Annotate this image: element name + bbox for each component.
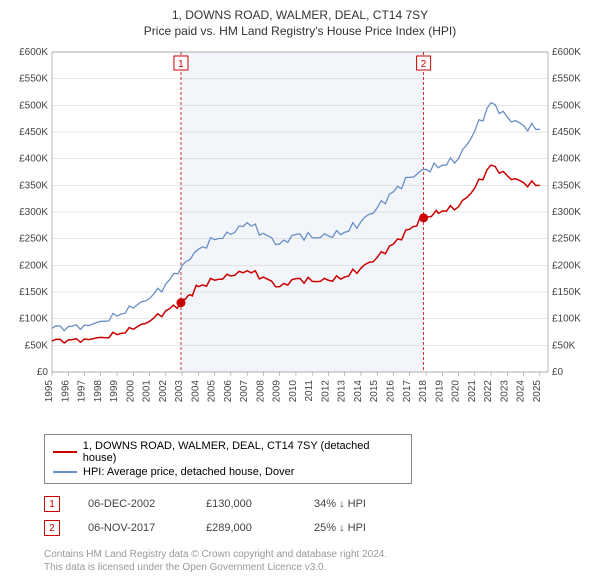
svg-text:£400K: £400K bbox=[552, 154, 581, 165]
transaction-date: 06-NOV-2017 bbox=[88, 522, 178, 534]
chart-plot-area: £0 £0 £50K £50K £100K £100K £150K £150K £200K £20… bbox=[12, 46, 588, 426]
svg-text:£150K: £150K bbox=[552, 287, 581, 298]
legend-label-property: 1, DOWNS ROAD, WALMER, DEAL, CT14 7SY (d… bbox=[83, 440, 403, 464]
svg-text:2005: 2005 bbox=[207, 380, 218, 403]
marker-box-2: 2 bbox=[44, 520, 60, 536]
svg-text:£200K: £200K bbox=[19, 260, 48, 271]
svg-text:£550K: £550K bbox=[19, 74, 48, 85]
svg-text:£0: £0 bbox=[552, 367, 564, 378]
svg-text:£350K: £350K bbox=[19, 180, 48, 191]
transaction-delta: 34% ↓ HPI bbox=[314, 498, 366, 510]
svg-text:1995: 1995 bbox=[44, 380, 55, 403]
svg-text:2023: 2023 bbox=[499, 380, 510, 403]
svg-text:2017: 2017 bbox=[402, 380, 413, 403]
svg-text:£500K: £500K bbox=[552, 100, 581, 111]
svg-text:2010: 2010 bbox=[288, 380, 299, 403]
svg-text:£200K: £200K bbox=[552, 260, 581, 271]
svg-text:1999: 1999 bbox=[109, 380, 120, 403]
svg-text:£100K: £100K bbox=[19, 314, 48, 325]
footer-line-1: Contains HM Land Registry data © Crown c… bbox=[44, 548, 588, 561]
svg-text:2024: 2024 bbox=[516, 380, 527, 403]
svg-text:2007: 2007 bbox=[239, 380, 250, 403]
svg-text:2018: 2018 bbox=[418, 380, 429, 403]
chart-subtitle: Price paid vs. HM Land Registry's House … bbox=[12, 24, 588, 38]
svg-text:£0: £0 bbox=[37, 367, 49, 378]
transaction-price: £289,000 bbox=[206, 522, 286, 534]
svg-text:2012: 2012 bbox=[320, 380, 331, 403]
svg-text:2000: 2000 bbox=[125, 380, 136, 403]
svg-text:£300K: £300K bbox=[19, 207, 48, 218]
chart-title: 1, DOWNS ROAD, WALMER, DEAL, CT14 7SY bbox=[12, 8, 588, 22]
svg-text:£500K: £500K bbox=[19, 100, 48, 111]
svg-text:£550K: £550K bbox=[552, 74, 581, 85]
svg-text:2015: 2015 bbox=[369, 380, 380, 403]
svg-text:1997: 1997 bbox=[77, 380, 88, 403]
svg-text:2011: 2011 bbox=[304, 380, 315, 402]
svg-text:2016: 2016 bbox=[386, 380, 397, 403]
svg-text:2025: 2025 bbox=[532, 380, 543, 403]
chart-container: 1, DOWNS ROAD, WALMER, DEAL, CT14 7SY Pr… bbox=[0, 0, 600, 582]
footer-attribution: Contains HM Land Registry data © Crown c… bbox=[44, 548, 588, 574]
transaction-row: 2 06-NOV-2017 £289,000 25% ↓ HPI bbox=[44, 516, 588, 540]
svg-text:2022: 2022 bbox=[483, 380, 494, 403]
transaction-price: £130,000 bbox=[206, 498, 286, 510]
svg-text:£350K: £350K bbox=[552, 180, 581, 191]
svg-text:£600K: £600K bbox=[19, 47, 48, 58]
svg-text:£250K: £250K bbox=[552, 234, 581, 245]
svg-text:£50K: £50K bbox=[552, 340, 576, 351]
legend-label-hpi: HPI: Average price, detached house, Dove… bbox=[83, 466, 294, 478]
svg-text:1: 1 bbox=[178, 59, 184, 70]
svg-text:£300K: £300K bbox=[552, 207, 581, 218]
svg-text:2004: 2004 bbox=[190, 380, 201, 403]
svg-text:2020: 2020 bbox=[451, 380, 462, 403]
svg-text:£600K: £600K bbox=[552, 47, 581, 58]
svg-text:£50K: £50K bbox=[25, 340, 49, 351]
svg-text:£400K: £400K bbox=[19, 154, 48, 165]
transaction-delta: 25% ↓ HPI bbox=[314, 522, 366, 534]
svg-text:£450K: £450K bbox=[552, 127, 581, 138]
svg-text:2: 2 bbox=[421, 59, 427, 70]
legend-swatch-hpi bbox=[53, 471, 77, 473]
svg-text:£250K: £250K bbox=[19, 234, 48, 245]
svg-text:£150K: £150K bbox=[19, 287, 48, 298]
svg-text:2002: 2002 bbox=[158, 380, 169, 403]
svg-text:2014: 2014 bbox=[353, 380, 364, 403]
svg-text:£100K: £100K bbox=[552, 314, 581, 325]
marker-box-1: 1 bbox=[44, 496, 60, 512]
svg-text:2009: 2009 bbox=[272, 380, 283, 403]
svg-text:2001: 2001 bbox=[142, 380, 153, 403]
svg-text:2006: 2006 bbox=[223, 380, 234, 403]
svg-text:2019: 2019 bbox=[434, 380, 445, 403]
transaction-date: 06-DEC-2002 bbox=[88, 498, 178, 510]
svg-text:2008: 2008 bbox=[255, 380, 266, 403]
svg-text:1996: 1996 bbox=[60, 380, 71, 403]
footer-line-2: This data is licensed under the Open Gov… bbox=[44, 561, 588, 574]
svg-text:2013: 2013 bbox=[337, 380, 348, 403]
transaction-row: 1 06-DEC-2002 £130,000 34% ↓ HPI bbox=[44, 492, 588, 516]
svg-text:2021: 2021 bbox=[467, 380, 478, 403]
svg-text:1998: 1998 bbox=[93, 380, 104, 403]
svg-text:£450K: £450K bbox=[19, 127, 48, 138]
legend-swatch-property bbox=[53, 451, 77, 453]
legend: 1, DOWNS ROAD, WALMER, DEAL, CT14 7SY (d… bbox=[44, 434, 412, 484]
chart-svg: £0 £0 £50K £50K £100K £100K £150K £150K £200K £20… bbox=[12, 46, 588, 426]
svg-text:2003: 2003 bbox=[174, 380, 185, 403]
transaction-table: 1 06-DEC-2002 £130,000 34% ↓ HPI 2 06-NO… bbox=[44, 492, 588, 540]
legend-item-property: 1, DOWNS ROAD, WALMER, DEAL, CT14 7SY (d… bbox=[53, 439, 403, 465]
legend-item-hpi: HPI: Average price, detached house, Dove… bbox=[53, 465, 403, 479]
